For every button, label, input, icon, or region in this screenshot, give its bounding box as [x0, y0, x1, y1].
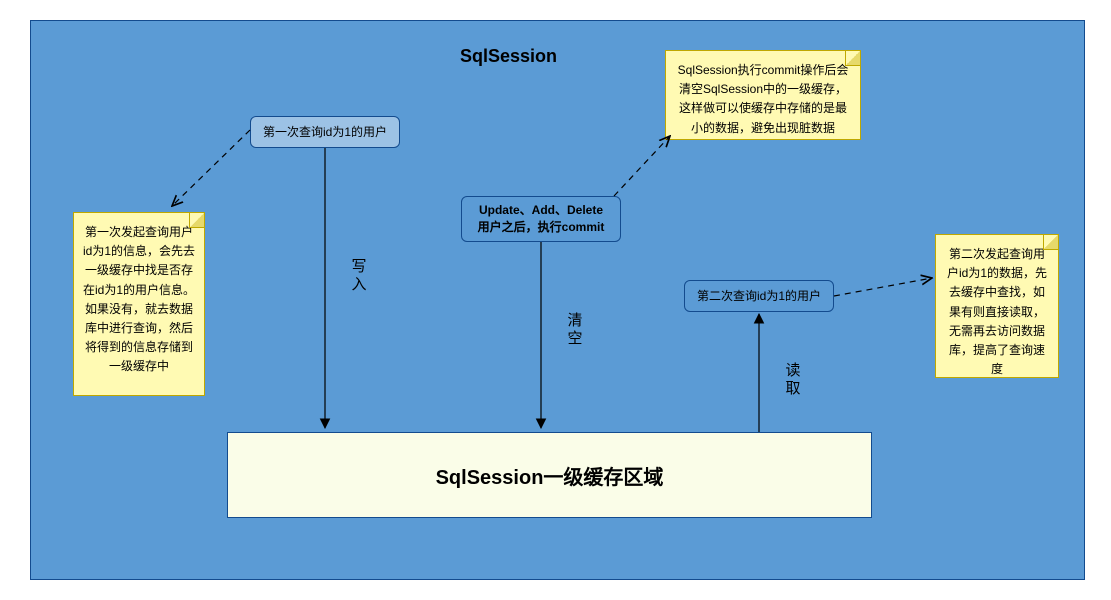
note-second-query-text: 第二次发起查询用户id为1的数据，先去缓存中查找，如果有则直接读取，无需再去访问…: [947, 247, 1047, 376]
edge-label-read: 读取: [784, 362, 802, 398]
node-commit-line2: 用户之后，执行commit: [478, 220, 605, 234]
node-first-query: 第一次查询id为1的用户: [250, 116, 400, 148]
node-commit-label: Update、Add、Delete 用户之后，执行commit: [478, 202, 605, 236]
note-first-query: 第一次发起查询用户id为1的信息，会先去一级缓存中找是否存在id为1的用户信息。…: [73, 212, 205, 396]
node-commit-line1: Update、Add、Delete: [479, 203, 603, 217]
container-title: SqlSession: [460, 46, 557, 67]
note-first-query-text: 第一次发起查询用户id为1的信息，会先去一级缓存中找是否存在id为1的用户信息。…: [83, 225, 195, 373]
note-fold-icon: [1043, 235, 1058, 250]
diagram-stage: SqlSession 第一次查询id为1的用户 Update、Add、Delet…: [0, 0, 1111, 600]
node-second-query: 第二次查询id为1的用户: [684, 280, 834, 312]
edge-label-write: 写入: [350, 258, 368, 294]
node-first-query-label: 第一次查询id为1的用户: [263, 124, 387, 141]
note-commit: SqlSession执行commit操作后会清空SqlSession中的一级缓存…: [665, 50, 861, 140]
note-fold-icon: [189, 213, 204, 228]
node-second-query-label: 第二次查询id为1的用户: [697, 288, 821, 305]
note-second-query: 第二次发起查询用户id为1的数据，先去缓存中查找，如果有则直接读取，无需再去访问…: [935, 234, 1059, 378]
edge-label-clear: 清空: [566, 312, 584, 348]
note-commit-text: SqlSession执行commit操作后会清空SqlSession中的一级缓存…: [678, 63, 849, 135]
cache-region-label: SqlSession一级缓存区域: [436, 461, 664, 490]
cache-region-box: SqlSession一级缓存区域: [227, 432, 872, 518]
note-fold-icon: [845, 51, 860, 66]
node-commit: Update、Add、Delete 用户之后，执行commit: [461, 196, 621, 242]
